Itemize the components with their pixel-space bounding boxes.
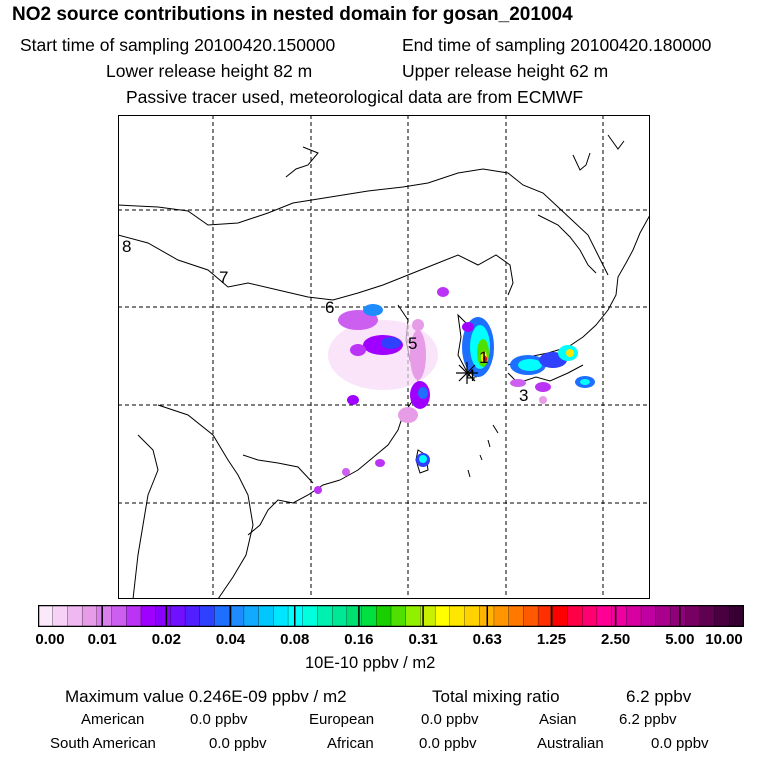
colorbar-cell — [670, 605, 686, 627]
colorbar-cell — [405, 605, 421, 627]
australian-value: 0.0 ppbv — [651, 735, 709, 752]
colorbar-tick-label: 0.04 — [215, 631, 246, 648]
colorbar-tick-label: 5.00 — [665, 631, 695, 648]
total-mixing-ratio-label: Total mixing ratio — [432, 687, 560, 706]
trajectory-label-4: 4 — [466, 366, 475, 385]
colorbar-cell — [317, 605, 333, 627]
colorbar-cell — [96, 605, 112, 627]
lat-lon-grid — [118, 115, 650, 599]
trajectory-label-8: 8 — [122, 237, 131, 256]
trajectory-label-5: 5 — [408, 334, 417, 353]
maximum-value: Maximum value 0.246E-09 ppbv / m2 — [65, 687, 347, 706]
american-label: American — [81, 711, 145, 728]
colorbar-cell — [155, 605, 171, 627]
colorbar-cell — [302, 605, 318, 627]
colorbar-cell — [52, 605, 68, 627]
colorbar-cell — [126, 605, 142, 627]
colorbar-tick-label: 0.02 — [151, 631, 181, 648]
colorbar-cell — [199, 605, 215, 627]
colorbar-cell — [729, 605, 744, 627]
total-mixing-ratio-value: 6.2 ppbv — [626, 687, 692, 706]
colorbar-cell — [229, 605, 245, 627]
lower-release-height: Lower release height 82 m — [106, 61, 313, 81]
colorbar-cell — [464, 605, 480, 627]
colorbar-tick-label: 0.16 — [344, 631, 374, 648]
colorbar-cell — [449, 605, 465, 627]
african-label: African — [327, 735, 374, 752]
colorbar-cell — [361, 605, 377, 627]
colorbar-cell — [140, 605, 157, 627]
colorbar-tick-label: 0.63 — [472, 631, 502, 648]
colorbar-cell — [287, 605, 304, 627]
colorbar-cell — [390, 605, 407, 627]
colorbar-cell — [38, 605, 54, 627]
trajectory-label-6: 6 — [325, 298, 334, 317]
colorbar-cell — [493, 605, 510, 627]
colorbar-cell — [332, 605, 348, 627]
colorbar-unit: 10E-10 ppbv / m2 — [305, 654, 436, 672]
european-label: European — [309, 711, 375, 728]
start-time: Start time of sampling 20100420.150000 — [20, 35, 336, 55]
colorbar-tick-label: 1.25 — [536, 631, 567, 648]
colorbar — [38, 605, 744, 627]
colorbar-tick-label: 10.00 — [705, 631, 743, 648]
colorbar-cell — [552, 605, 568, 627]
colorbar-tick-label: 0.00 — [35, 631, 65, 648]
colorbar-tick-label: 2.50 — [601, 631, 631, 648]
colorbar-cell — [243, 605, 260, 627]
african-value: 0.0 ppbv — [419, 735, 477, 752]
asian-value: 6.2 ppbv — [619, 711, 677, 728]
trajectory-label-7: 7 — [219, 268, 228, 287]
colorbar-cell — [273, 605, 289, 627]
colorbar-tick-label: 0.01 — [87, 631, 117, 648]
colorbar-cell — [596, 605, 613, 627]
colorbar-tick-label: 0.31 — [408, 631, 438, 648]
colorbar-cell — [699, 605, 716, 627]
european-value: 0.0 ppbv — [421, 711, 479, 728]
australian-label: Australian — [537, 735, 604, 752]
tracer-info: Passive tracer used, meteorological data… — [126, 87, 584, 107]
asian-label: Asian — [539, 711, 577, 728]
colorbar-cell — [434, 605, 451, 627]
trajectory-label-3: 3 — [519, 386, 528, 405]
upper-release-height: Upper release height 62 m — [402, 61, 609, 81]
south-american-value: 0.0 ppbv — [209, 735, 267, 752]
concentration-field — [314, 287, 595, 494]
colorbar-cell — [655, 605, 671, 627]
asterisk-icon — [456, 362, 478, 384]
colorbar-cell — [214, 605, 230, 627]
trajectory-label-1: 1 — [479, 348, 488, 367]
colorbar-cell — [81, 605, 98, 627]
colorbar-tick-label: 0.08 — [280, 631, 310, 648]
map-panel: 8 7 6 5 4 3 1 — [118, 115, 650, 599]
colorbar-cell — [258, 605, 274, 627]
american-value: 0.0 ppbv — [190, 711, 248, 728]
colorbar-cell — [523, 605, 539, 627]
colorbar-cell — [685, 605, 701, 627]
colorbar-cell — [111, 605, 127, 627]
colorbar-cell — [508, 605, 524, 627]
colorbar-cell — [714, 605, 730, 627]
colorbar-cell — [611, 605, 627, 627]
colorbar-cell — [567, 605, 583, 627]
chart-title: NO2 source contributions in nested domai… — [12, 4, 573, 25]
colorbar-cell — [582, 605, 598, 627]
end-time: End time of sampling 20100420.180000 — [402, 35, 712, 55]
colorbar-cell — [626, 605, 642, 627]
colorbar-cell — [376, 605, 392, 627]
south-american-label: South American — [50, 735, 156, 752]
colorbar-cell — [67, 605, 83, 627]
colorbar-cell — [184, 605, 201, 627]
colorbar-cell — [640, 605, 657, 627]
colorbar-cell — [170, 605, 186, 627]
